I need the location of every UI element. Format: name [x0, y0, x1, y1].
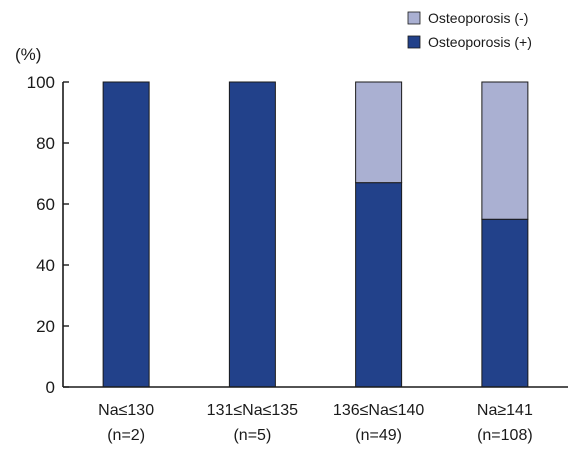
axes — [62, 82, 568, 388]
y-tick-label: 40 — [36, 256, 55, 275]
bar-segment-osteoporosis-positive — [481, 218, 529, 388]
x-category-label: 131≤Na≤135 — [207, 402, 299, 419]
bar-segment-osteoporosis-negative — [355, 81, 403, 184]
y-tick-label: 0 — [46, 378, 55, 397]
x-category-label: 136≤Na≤140 — [333, 402, 425, 419]
legend-swatch — [407, 35, 421, 49]
x-category-label: Na≥141 — [477, 402, 533, 419]
x-axis-category-labels: Na≤130 (n=2) 131≤Na≤135 (n=5) 136≤Na≤140 (n=4… — [98, 402, 533, 444]
y-axis-ticks: 0 20 40 60 80 100 — [27, 73, 69, 397]
x-category-sample-size: (n=2) — [107, 427, 145, 444]
bars — [102, 81, 529, 388]
x-category-sample-size: (n=108) — [477, 427, 533, 444]
y-tick-label: 100 — [27, 73, 55, 92]
legend: Osteoporosis (-) Osteoporosis (+) — [407, 10, 532, 50]
x-category-sample-size: (n=49) — [355, 427, 402, 444]
y-tick-label: 80 — [36, 134, 55, 153]
y-tick-label: 20 — [36, 317, 55, 336]
legend-label: Osteoporosis (-) — [428, 10, 528, 26]
x-category-label: Na≤130 — [98, 402, 154, 419]
bar-segment-osteoporosis-positive — [102, 81, 150, 388]
legend-swatch — [407, 11, 421, 25]
x-category-sample-size: (n=5) — [233, 427, 271, 444]
y-tick-label: 60 — [36, 195, 55, 214]
bar-segment-osteoporosis-negative — [481, 81, 529, 220]
bar-segment-osteoporosis-positive — [355, 182, 403, 388]
y-axis-unit-label: (%) — [15, 45, 41, 64]
legend-label: Osteoporosis (+) — [428, 34, 532, 50]
bar-segment-osteoporosis-positive — [228, 81, 276, 388]
